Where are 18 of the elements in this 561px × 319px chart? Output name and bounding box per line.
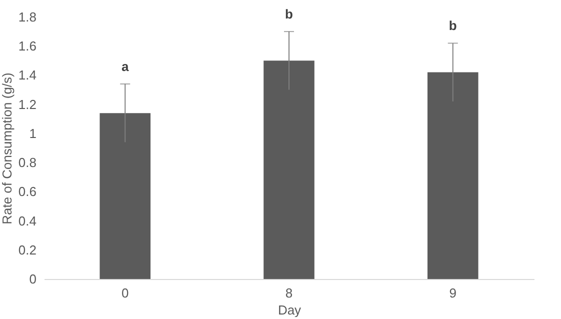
x-tick-label: 8 <box>285 286 293 300</box>
y-tick-label: 1.2 <box>18 96 36 112</box>
y-tick-label: 1 <box>29 126 36 141</box>
annotation: a <box>122 58 130 74</box>
annotation: b <box>448 18 457 34</box>
y-tick-label: 1.6 <box>18 38 36 54</box>
y-axis-title: Rate of Consumption (g/s) <box>0 72 14 224</box>
y-tick-label: 0.4 <box>18 213 36 228</box>
annotation: b <box>285 6 294 22</box>
y-tick-label: 0 <box>29 272 36 286</box>
y-tick-label: 0.6 <box>18 184 36 200</box>
y-tick-label: 1.4 <box>18 68 36 83</box>
y-tick-label: 0.8 <box>18 155 36 170</box>
y-tick-label: 0.2 <box>18 242 36 258</box>
y-tick-label: 1.8 <box>18 10 36 24</box>
x-tick-label: 9 <box>449 286 456 300</box>
x-axis-title: Day <box>278 302 302 318</box>
x-tick-label: 0 <box>122 286 129 300</box>
